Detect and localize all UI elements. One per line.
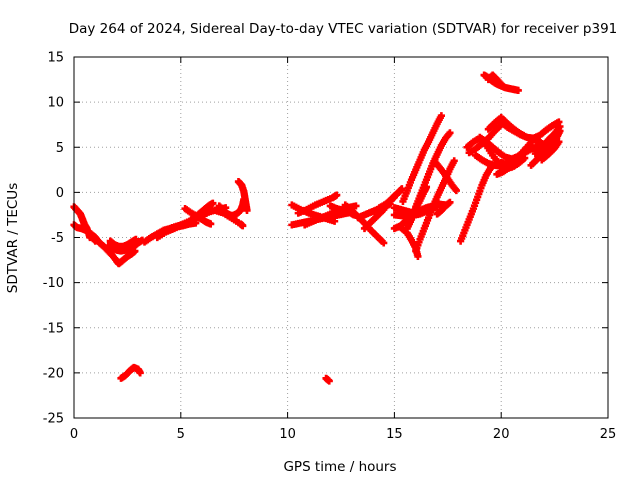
series-arc-28	[399, 112, 445, 205]
data-point	[446, 129, 454, 137]
y-tick-label: -10	[43, 276, 64, 291]
data-point	[352, 202, 360, 210]
y-tick-label: -25	[43, 412, 64, 427]
data-point	[555, 138, 563, 146]
y-tick-label: 10	[47, 96, 64, 111]
y-tick-label: -5	[51, 231, 64, 246]
data-point	[325, 377, 333, 385]
y-tick-label: 0	[56, 186, 64, 201]
series-arc-09	[181, 205, 215, 228]
data-point	[450, 157, 458, 165]
series-arc-12	[234, 177, 251, 215]
x-tick-label: 0	[70, 427, 78, 442]
series-arc-42	[538, 138, 563, 164]
y-tick-label: 15	[47, 51, 64, 66]
series-arc-13	[117, 363, 144, 382]
data-point	[414, 252, 422, 261]
data-points	[70, 71, 564, 385]
y-tick-label: -15	[43, 321, 64, 336]
x-tick-label: 15	[386, 427, 403, 442]
series-arc-33	[457, 158, 518, 245]
series-arc-05	[106, 235, 140, 251]
series-arc-31	[431, 158, 460, 195]
series-arc-40	[493, 151, 527, 178]
data-point	[514, 86, 522, 94]
series-arc-29	[403, 129, 454, 233]
axes: 0 5 10 15 20 25 15 10 5 0 -5 -10 -15 -20 -25	[43, 51, 617, 443]
y-tick-label: 5	[56, 141, 64, 156]
data-point	[398, 185, 406, 193]
series-arc-45	[484, 71, 505, 88]
x-tick-label: 10	[279, 427, 296, 442]
x-tick-label: 20	[493, 427, 510, 442]
grid-lines	[74, 57, 608, 418]
x-tick-label: 5	[177, 427, 185, 442]
x-tick-label: 25	[600, 427, 617, 442]
chart-title: Day 264 of 2024, Sidereal Day-to-day VTE…	[69, 21, 618, 37]
data-point	[333, 191, 341, 199]
data-point	[207, 220, 215, 228]
y-axis-label: SDTVAR / TECUs	[5, 183, 21, 293]
data-point	[239, 222, 247, 230]
data-point	[497, 80, 505, 88]
series-arc-32	[433, 198, 454, 218]
data-point	[518, 151, 527, 159]
data-point	[209, 199, 217, 207]
data-point	[132, 235, 140, 243]
series-arc-03	[87, 230, 139, 268]
data-point	[136, 369, 144, 377]
data-point	[446, 198, 454, 206]
data-point	[437, 112, 445, 120]
y-tick-label: -20	[43, 366, 64, 381]
series-arc-43	[531, 122, 564, 158]
data-point	[243, 206, 251, 215]
series-arc-23	[375, 185, 406, 212]
data-point	[556, 122, 564, 131]
series-arc-14	[322, 374, 333, 385]
data-point	[380, 239, 388, 247]
x-axis-label: GPS time / hours	[283, 459, 396, 475]
data-point	[452, 186, 460, 195]
series-arc-17	[294, 191, 341, 217]
